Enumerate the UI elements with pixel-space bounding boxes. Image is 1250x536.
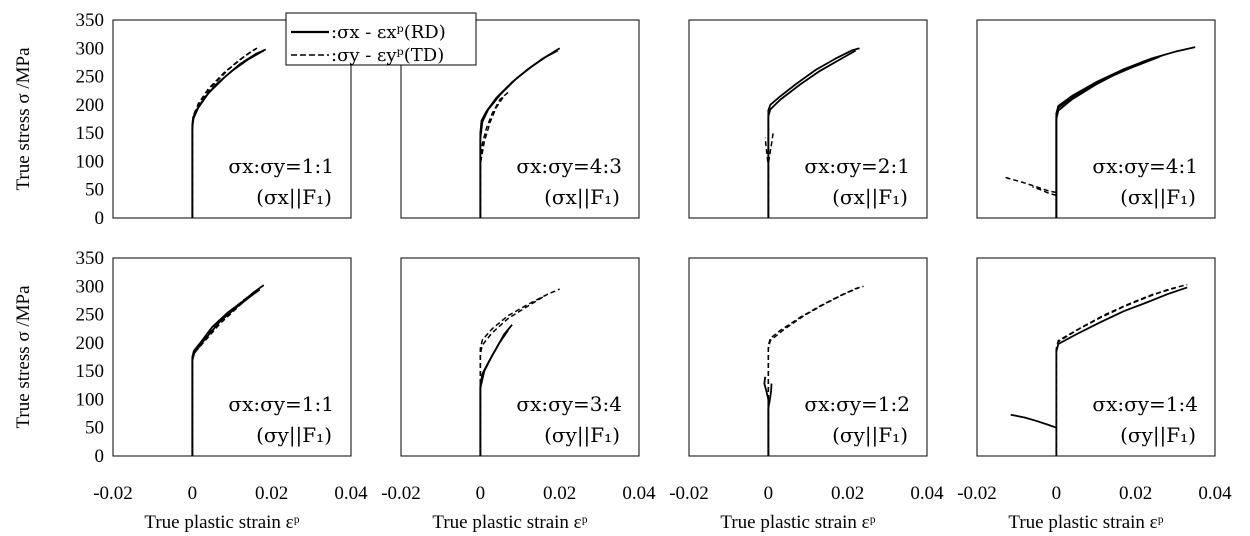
- legend: :σx - εxᵖ(RD) :σy - εyᵖ(TD): [285, 12, 477, 66]
- x-tick-label: 0: [476, 483, 486, 504]
- y-tick-label: 150: [76, 361, 105, 382]
- legend-box: [285, 12, 477, 66]
- stress-ratio-label: σx:σy=1:1: [228, 154, 334, 178]
- y-axis-title: True stress σ /MPa: [13, 285, 34, 429]
- y-tick-label: 0: [95, 446, 105, 467]
- x-tick-label: 0.02: [1119, 483, 1152, 504]
- series-line-solid-2: [1055, 55, 1160, 218]
- x-tick-label: 0.04: [334, 483, 368, 504]
- orientation-label: (σy||F₁): [544, 423, 620, 448]
- y-tick-label: 100: [76, 389, 105, 410]
- stress-ratio-label: σx:σy=4:1: [1092, 154, 1198, 178]
- series-line-dashed-3: [1004, 176, 1057, 194]
- axis-text-layer: True plastic strain εᵖ True plastic strai…: [13, 10, 1232, 533]
- series-line-dashed-3: [479, 295, 545, 456]
- series-line-dashed-3: [191, 48, 257, 218]
- series-line-solid-0: [767, 47, 860, 218]
- x-tick-label: 0.02: [831, 483, 864, 504]
- plot-frame: [688, 19, 928, 219]
- y-tick-label: 250: [76, 67, 105, 88]
- y-tick-label: 150: [76, 123, 105, 144]
- x-tick-label: 0: [1052, 483, 1062, 504]
- x-tick-label: 0.04: [1198, 483, 1232, 504]
- x-axis-title: True plastic strain εᵖ: [144, 512, 299, 533]
- x-tick-label: 0.04: [910, 483, 944, 504]
- series-line-dashed-2: [479, 288, 560, 456]
- orientation-label: (σx||F₁): [256, 185, 332, 210]
- plot-frame: [112, 257, 352, 457]
- orientation-label: (σx||F₁): [1120, 185, 1196, 210]
- series-line-solid-1: [479, 47, 561, 218]
- stress-ratio-label: σx:σy=1:2: [804, 392, 910, 416]
- y-tick-label: 300: [76, 276, 105, 297]
- legend-label-td: :σy - εyᵖ(TD): [331, 45, 444, 66]
- panel-r1c0: σx:σy=1:1 (σy||F₁): [112, 257, 352, 457]
- x-tick-label: -0.02: [381, 483, 421, 504]
- orientation-label: (σy||F₁): [832, 423, 908, 448]
- series-line-dashed-3: [767, 133, 774, 218]
- series-line-solid-1: [767, 49, 857, 218]
- y-tick-label: 350: [76, 248, 105, 269]
- panel-r1c1: σx:σy=3:4 (σy||F₁): [400, 257, 640, 457]
- y-tick-label: 0: [95, 208, 105, 229]
- panel-r0c2: σx:σy=2:1 (σx||F₁): [688, 19, 928, 219]
- y-tick-label: 200: [76, 95, 105, 116]
- x-axis-title: True plastic strain εᵖ: [432, 512, 587, 533]
- panel-r1c3: σx:σy=1:4 (σy||F₁): [976, 257, 1216, 457]
- orientation-label: (σx||F₁): [832, 185, 908, 210]
- x-axis-title: True plastic strain εᵖ: [1008, 512, 1163, 533]
- y-axis-title: True stress σ /MPa: [13, 47, 34, 191]
- series-line-dashed-3: [479, 95, 505, 218]
- y-tick-label: 100: [76, 151, 105, 172]
- x-tick-label: -0.02: [957, 483, 997, 504]
- legend-label-rd: :σx - εxᵖ(RD): [331, 22, 446, 43]
- series-line-solid-0: [1010, 413, 1057, 429]
- orientation-label: (σy||F₁): [1120, 423, 1196, 448]
- panel-r1c2: σx:σy=1:2 (σy||F₁): [688, 257, 928, 457]
- panel-r0c3: σx:σy=4:1 (σx||F₁): [976, 19, 1216, 219]
- x-tick-label: 0.02: [543, 483, 576, 504]
- y-tick-label: 50: [85, 180, 104, 201]
- y-tick-label: 200: [76, 333, 105, 354]
- stress-ratio-label: σx:σy=4:3: [516, 154, 622, 178]
- x-tick-label: 0.02: [255, 483, 288, 504]
- x-tick-label: -0.02: [93, 483, 133, 504]
- y-tick-label: 350: [76, 10, 105, 31]
- stress-ratio-label: σx:σy=2:1: [804, 154, 910, 178]
- x-tick-label: 0: [764, 483, 774, 504]
- y-tick-label: 50: [85, 418, 104, 439]
- stress-ratio-label: σx:σy=1:1: [228, 392, 334, 416]
- series-line-solid-1: [191, 48, 267, 218]
- plot-frame: [400, 257, 640, 457]
- series-line-dashed-3: [1055, 287, 1176, 456]
- orientation-label: (σx||F₁): [544, 185, 620, 210]
- series-line-dashed-4: [1032, 186, 1057, 197]
- x-tick-label: 0: [188, 483, 198, 504]
- y-tick-label: 300: [76, 38, 105, 59]
- x-tick-label: 0.04: [622, 483, 656, 504]
- series-line-dashed-3: [767, 286, 860, 456]
- panels: σx:σy=1:1(σx||F₁)σx:σy=4:3(σx||F₁)σx:σy=…: [112, 19, 1216, 457]
- y-tick-label: 250: [76, 305, 105, 326]
- orientation-label: (σy||F₁): [256, 423, 332, 448]
- series-line-dashed-3: [191, 291, 255, 456]
- plot-frame: [976, 19, 1216, 219]
- plot-frame: [688, 257, 928, 457]
- stress-ratio-label: σx:σy=1:4: [1092, 392, 1198, 416]
- x-axis-title: True plastic strain εᵖ: [720, 512, 875, 533]
- x-tick-label: -0.02: [669, 483, 709, 504]
- stress-ratio-label: σx:σy=3:4: [516, 392, 622, 416]
